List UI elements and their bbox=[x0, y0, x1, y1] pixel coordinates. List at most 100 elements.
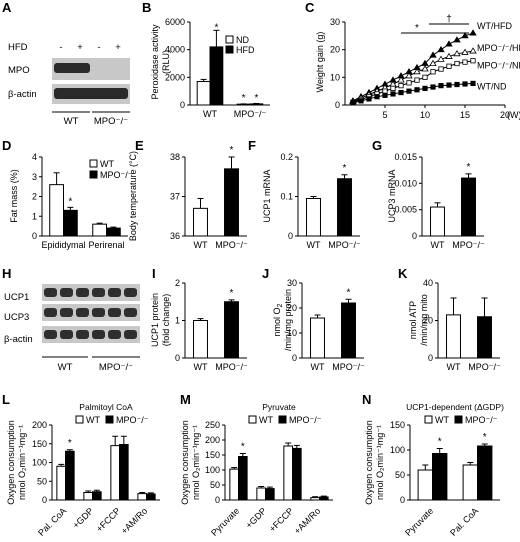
series-path bbox=[352, 82, 474, 104]
y-tick-label: 200 bbox=[205, 435, 220, 445]
blot-row-label: UCP3 bbox=[4, 312, 29, 323]
panel-d-chart: 0 1 2 3 4 Epididymal Perirenal * bbox=[32, 152, 128, 250]
panel-l-ylabel: Oxygen consumption nmol O₂min⁻¹mg⁻¹ bbox=[6, 420, 27, 505]
panel-f-ylabel-line: UCP1 mRNA bbox=[262, 169, 272, 222]
group-label: WT bbox=[58, 362, 73, 373]
panel-letter-n: N bbox=[362, 392, 371, 407]
panel-e-ylabel: Body temperature (°C) bbox=[128, 151, 138, 241]
panel-g-chart: 0 0.005 0.010 0.015 WT MPO⁻/⁻ * bbox=[394, 152, 485, 250]
data-point bbox=[422, 85, 428, 91]
legend-swatch bbox=[248, 415, 257, 424]
bar bbox=[265, 488, 275, 501]
legend: WT MPO⁻/⁻ bbox=[75, 415, 149, 425]
y-tick-label: 1 bbox=[175, 316, 180, 326]
data-point bbox=[406, 88, 412, 94]
blot-row-label: MPO bbox=[8, 65, 30, 76]
data-point bbox=[350, 100, 356, 106]
ylabel-line: nmol O2 bbox=[272, 303, 284, 336]
panel-m-ylabel-line: nmol O₂min⁻¹mg⁻¹ bbox=[191, 425, 201, 500]
panel-letter-h: H bbox=[2, 266, 11, 281]
panel-letter-a: A bbox=[2, 0, 12, 15]
y-tick-label: 10 bbox=[330, 72, 340, 82]
panel-l-ylabel-line: Oxygen consumption bbox=[6, 420, 16, 505]
data-point bbox=[453, 50, 461, 57]
y-tick-label: 0.015 bbox=[394, 152, 417, 162]
hfd-mark: - bbox=[97, 42, 100, 53]
bar bbox=[224, 168, 239, 237]
blot-band bbox=[92, 288, 105, 297]
bar bbox=[146, 493, 156, 501]
panel-i-ylabel-line: (fold change) bbox=[161, 294, 171, 347]
legend-swatch bbox=[225, 35, 234, 44]
x-tick-label: Epididymal bbox=[41, 240, 85, 250]
y-tick-label: 150 bbox=[390, 420, 405, 430]
panel-g-ylabel: UCP3 mRNA bbox=[387, 169, 397, 222]
bar bbox=[430, 206, 445, 237]
data-point bbox=[470, 58, 476, 64]
hfd-mark: + bbox=[77, 42, 83, 53]
significance-mark: * bbox=[343, 163, 347, 174]
legend-label: MPO⁻/⁻ bbox=[289, 415, 322, 425]
x-tick-label: WT bbox=[194, 240, 208, 250]
data-point bbox=[438, 66, 444, 72]
bar bbox=[337, 178, 352, 237]
panel-m-ylabel-line: Oxygen consumption bbox=[180, 420, 190, 505]
y-tick-label: 4000 bbox=[165, 45, 185, 55]
panel-a-blot: HFD - + - + MPO β-actin WT MPO⁻/⁻ bbox=[8, 42, 130, 127]
panel-letter-g: G bbox=[372, 138, 382, 153]
series-label: MPO⁻/⁻/ND bbox=[477, 61, 520, 71]
legend-swatch bbox=[75, 415, 84, 424]
series-path bbox=[352, 32, 474, 102]
legend-swatch bbox=[225, 45, 234, 54]
panel-b-ylabel-line: Peroxidase activity bbox=[150, 24, 160, 100]
blot-band bbox=[76, 288, 89, 297]
x-tick-label: WT bbox=[431, 240, 445, 250]
bar bbox=[137, 493, 148, 501]
x-tick-label: +AM/Ro bbox=[119, 506, 149, 536]
y-tick-label: 0.005 bbox=[394, 205, 417, 215]
y-tick-label: 10 bbox=[287, 328, 297, 338]
legend-label: WT bbox=[86, 415, 100, 425]
x-tick-label: MPO⁻/⁻ bbox=[328, 240, 361, 250]
data-point bbox=[406, 80, 412, 86]
x-tick-label: Perirenal bbox=[88, 240, 124, 250]
panel-b-ylabel-line: (RLU) bbox=[161, 50, 171, 74]
blot-row-label: β-actin bbox=[8, 89, 37, 100]
panel-i-ylabel-line: UCP1 protein bbox=[150, 293, 160, 347]
blot-band bbox=[108, 330, 121, 339]
panel-f-ylabel: UCP1 mRNA bbox=[262, 169, 272, 222]
blot-band bbox=[60, 330, 73, 339]
bar bbox=[92, 491, 102, 501]
bar bbox=[193, 207, 208, 237]
y-tick-label: 30 bbox=[287, 278, 297, 288]
data-point bbox=[382, 92, 388, 98]
x-tick-label: MPO⁻/⁻ bbox=[452, 240, 485, 250]
y-tick-label: 0 bbox=[412, 231, 417, 241]
panel-j-chart: 0 10 20 30 WT MPO⁻/⁻ * bbox=[287, 278, 365, 372]
legend-swatch bbox=[89, 170, 98, 179]
data-point bbox=[454, 81, 460, 88]
x-tick-label: +FCCP bbox=[267, 506, 295, 534]
legend-swatch bbox=[105, 415, 114, 424]
panel-n-ylabel-line: nmol O₂min⁻¹mg⁻¹ bbox=[375, 425, 385, 500]
y-tick-label: 0.1 bbox=[280, 192, 293, 202]
data-point bbox=[437, 45, 445, 53]
panel-g-ylabel-line: UCP3 mRNA bbox=[387, 169, 397, 222]
x-tick-label: WT bbox=[194, 362, 208, 372]
y-tick-label: 0 bbox=[400, 495, 405, 505]
significance-mark: * bbox=[467, 162, 471, 173]
x-tick-label: WT bbox=[311, 362, 325, 372]
data-point bbox=[397, 76, 405, 83]
data-point bbox=[430, 84, 436, 90]
panel-h-blot: UCP1 UCP3 β-actin WT MPO⁻/⁻ bbox=[4, 284, 140, 373]
significance-mark: * bbox=[438, 437, 442, 448]
x-tick-label: MPO⁻/⁻ bbox=[332, 362, 365, 372]
panel-letter-l: L bbox=[2, 392, 10, 407]
data-point bbox=[461, 48, 469, 55]
y-tick-label: 0 bbox=[180, 100, 185, 110]
data-point bbox=[462, 81, 468, 87]
panel-k-chart: 0 20 40 WT MPO⁻/⁻ bbox=[423, 278, 501, 372]
x-unit-label: (W) bbox=[507, 110, 520, 120]
data-point bbox=[358, 98, 364, 104]
panel-i-chart: 0 1 2 WT MPO⁻/⁻ * bbox=[175, 278, 248, 372]
